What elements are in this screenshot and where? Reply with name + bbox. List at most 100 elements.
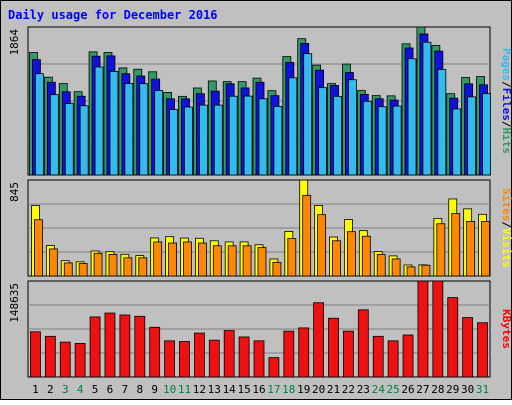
bar-hits-pages [169,109,178,176]
bar-kbytes-kbytes [298,327,310,378]
right-axis-label-text: Sites/Visits [500,188,512,268]
bar-visits-sites [376,254,386,277]
bar-kbytes-kbytes [402,334,414,378]
right-axis-label: Pages/Files/Hits [500,48,512,154]
bar-hits-pages [467,96,477,176]
bar-hits-pages [452,108,462,176]
x-tick-label: 11 [178,383,191,396]
bar-visits-sites [93,252,103,277]
bar-visits-sites [391,258,401,277]
bar-hits-pages [318,87,328,176]
bar-hits-pages [198,104,208,176]
panel-kbytes: 148635 KBytes [8,280,512,378]
bar-kbytes-kbytes [104,312,116,378]
bar-kbytes-kbytes [238,336,250,378]
x-tick-label: 31 [476,383,489,396]
bar-visits-sites [257,247,267,277]
x-tick-label: 8 [136,383,143,396]
x-tick-label: 29 [446,383,459,396]
bar-kbytes-kbytes [59,341,71,378]
x-tick-label: 15 [237,383,250,396]
bar-kbytes-kbytes [149,326,161,378]
bar-kbytes-kbytes [193,332,205,378]
bar-visits-sites [317,214,327,277]
bar-visits-sites [78,263,88,277]
right-axis-label-text: Pages/Files/Hits [500,48,512,154]
bar-visits-sites [421,264,431,277]
bar-hits-pages [333,95,342,176]
bar-hits-pages [228,95,238,176]
bar-visits-sites [451,213,461,277]
x-tick-label: 17 [267,383,280,396]
x-tick-label: 23 [357,383,370,396]
bar-hits-pages [243,95,253,176]
bar-kbytes-kbytes [372,335,384,378]
bar-visits-sites [272,261,282,277]
bar-hits-pages [35,73,44,176]
bar-kbytes-kbytes [179,341,190,378]
right-axis-label: KBytes [500,309,512,349]
bar-visits-sites [242,245,252,277]
bar-hits-pages [213,104,223,176]
right-axis-label-part: / [500,121,512,128]
bar-visits-sites [227,245,237,277]
bar-hits-pages [154,90,164,176]
right-axis-label-part: Visits [500,228,512,268]
x-tick-label: 1 [32,383,39,396]
bar-hits-pages [258,98,268,176]
right-axis-label-part: Hits [500,128,512,155]
max-value-label: 148635 [8,283,21,323]
x-tick-label: 12 [193,383,206,396]
bar-kbytes-kbytes [447,297,459,378]
bar-visits-sites [436,223,446,277]
bar-kbytes-kbytes [283,330,295,378]
x-tick-label: 25 [387,383,400,396]
bar-hits-pages [64,103,74,176]
x-tick-label: 30 [461,383,474,396]
bar-hits-pages [482,93,491,176]
bar-kbytes-kbytes [119,314,131,378]
bar-hits-pages [49,94,59,176]
right-axis-label-part: KBytes [500,309,512,349]
bar-visits-sites [197,242,207,277]
bar-kbytes-kbytes [44,335,56,378]
bar-visits-sites [361,235,371,277]
bar-hits-pages [377,106,387,176]
x-tick-label: 10 [163,383,176,396]
x-tick-label: 27 [416,383,429,396]
bar-visits-sites [466,221,476,277]
x-tick-label: 26 [401,383,414,396]
bar-hits-pages [79,105,89,176]
x-tick-label: 6 [107,383,114,396]
bar-hits-pages [124,83,134,176]
x-tick-label: 28 [431,383,444,396]
bar-kbytes-kbytes [357,309,369,378]
x-tick-label: 21 [327,383,340,396]
bar-hits-pages [184,106,193,176]
bar-visits-sites [332,240,341,277]
bar-hits-pages [392,105,402,176]
bar-kbytes-kbytes [223,330,235,378]
bar-visits-sites [108,254,118,277]
bar-hits-pages [273,105,283,176]
bar-kbytes-kbytes [268,357,280,378]
bar-hits-pages [288,77,298,176]
bar-visits-sites [302,194,312,277]
bar-hits-pages [348,79,357,176]
x-tick-label: 19 [297,383,310,396]
x-tick-label: 7 [122,383,129,396]
right-axis-label-part: Files [500,88,512,121]
right-axis-label-part: Sites [500,188,512,221]
x-tick-label: 4 [77,383,84,396]
x-tick-label: 5 [92,383,99,396]
bar-visits-sites [153,241,163,277]
x-tick-label: 18 [282,383,295,396]
bar-hits-pages [303,53,313,176]
bar-kbytes-kbytes [313,302,325,378]
bar-visits-sites [63,262,73,277]
x-tick-label: 20 [312,383,325,396]
bar-hits-pages [362,100,372,176]
bar-visits-sites [138,257,148,277]
